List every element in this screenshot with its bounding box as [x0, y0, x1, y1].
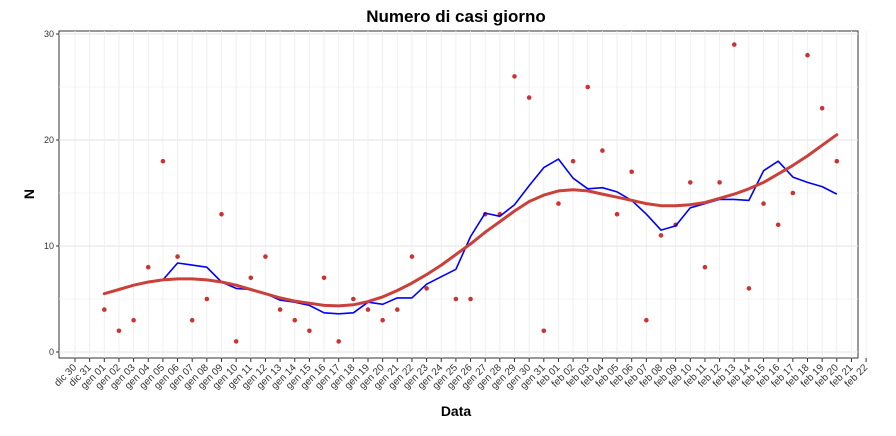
chart-title: Numero di casi giorno	[366, 7, 545, 26]
data-point	[321, 275, 327, 281]
plot-border	[58, 30, 859, 359]
data-point	[746, 286, 752, 291]
data-point	[819, 105, 825, 111]
data-point	[556, 201, 561, 206]
data-point	[204, 296, 210, 302]
data-point	[702, 264, 708, 270]
data-point	[424, 286, 429, 291]
data-point	[688, 180, 693, 185]
data-point	[585, 84, 591, 90]
y-axis-title: N	[21, 189, 37, 199]
data-point	[102, 307, 107, 312]
y-axis-ticks: 0 10 20 30	[44, 29, 59, 357]
data-point	[307, 328, 312, 334]
data-point	[189, 317, 195, 323]
data-point	[336, 339, 342, 344]
data-point	[219, 211, 224, 217]
data-point	[775, 222, 781, 228]
data-point	[614, 211, 620, 217]
data-point	[834, 158, 840, 164]
data-point	[731, 42, 737, 47]
data-point	[541, 328, 547, 334]
plot-area	[58, 30, 859, 359]
y-tick-label: 0	[49, 347, 54, 357]
data-point	[526, 95, 532, 100]
grid-major	[59, 31, 867, 358]
data-point	[512, 74, 517, 79]
smooth-trend-line	[102, 133, 839, 308]
data-point	[761, 201, 766, 206]
data-point	[131, 317, 136, 323]
data-point	[600, 148, 605, 153]
data-point	[160, 158, 166, 164]
series	[102, 42, 840, 344]
data-point	[453, 296, 459, 302]
data-point	[644, 317, 649, 323]
data-point	[717, 180, 722, 185]
data-point	[409, 254, 415, 259]
data-point	[380, 317, 385, 323]
data-point	[395, 307, 400, 312]
data-point	[277, 307, 283, 312]
data-point	[145, 264, 151, 270]
plot-background	[59, 31, 858, 358]
data-point	[790, 190, 796, 196]
data-point	[570, 158, 576, 164]
data-point	[233, 339, 239, 344]
data-point	[175, 254, 180, 259]
data-point	[629, 169, 634, 175]
x-axis-title: Data	[441, 403, 472, 419]
data-point	[263, 254, 268, 259]
data-point	[248, 275, 254, 281]
data-point	[365, 307, 371, 312]
y-tick-label: 20	[44, 135, 54, 145]
data-point	[351, 296, 356, 302]
data-point	[805, 52, 810, 58]
data-point	[468, 296, 473, 302]
y-tick-label: 10	[44, 241, 54, 251]
data-point	[292, 317, 298, 323]
y-tick-label: 30	[44, 29, 54, 39]
data-point	[116, 328, 122, 334]
data-point	[658, 233, 664, 238]
